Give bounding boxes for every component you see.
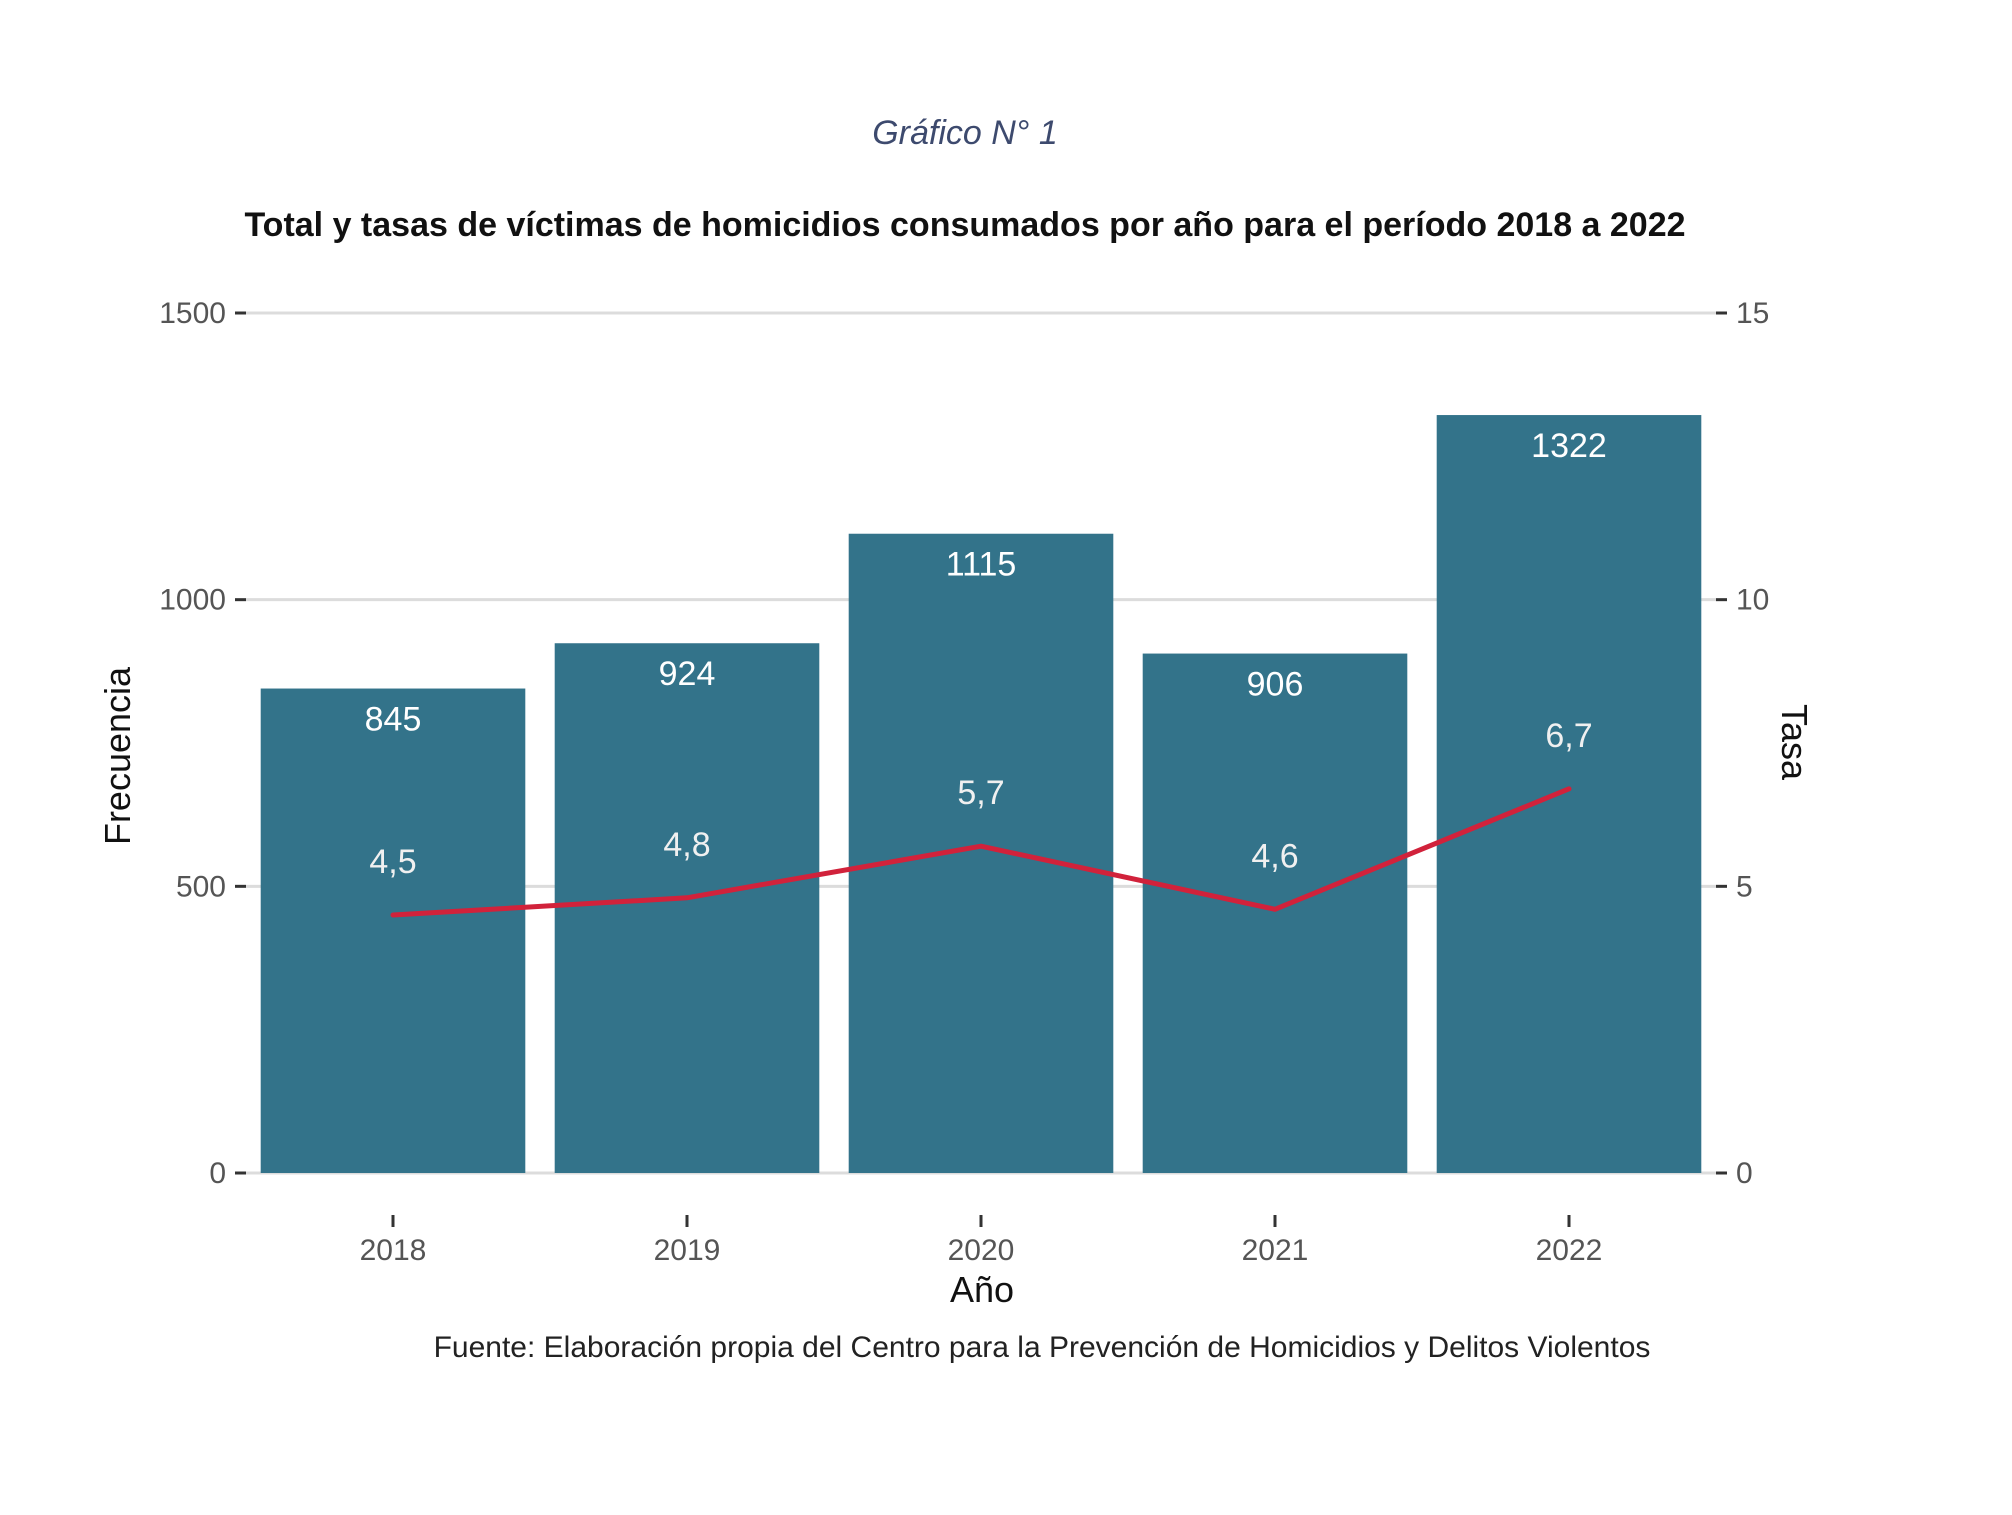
rate-label-2018: 4,5 <box>369 843 416 881</box>
y-tick-label-1000: 1000 <box>159 584 226 617</box>
rate-label-2019: 4,8 <box>663 826 710 864</box>
y-tick-label-500: 500 <box>176 870 226 903</box>
bar-2021 <box>1142 653 1408 1173</box>
source-note: Fuente: Elaboración propia del Centro pa… <box>434 1331 1651 1364</box>
chart-subtitle: Gráfico N° 1 <box>872 114 1058 152</box>
x-tick-label-2019: 2019 <box>654 1234 721 1267</box>
y-tick-label-1500: 1500 <box>159 297 226 330</box>
bar-value-label-2018: 845 <box>365 701 422 739</box>
x-axis-title: Año <box>950 1269 1014 1310</box>
rate-line <box>390 786 1572 918</box>
bar-value-label-2019: 924 <box>659 655 716 693</box>
bar-value-label-2022: 1322 <box>1531 427 1607 465</box>
x-tick-label-2021: 2021 <box>1242 1234 1309 1267</box>
data-labels: 845 924 1115 906 1322 4,5 4,8 5,7 4,6 6,7 <box>365 427 1607 881</box>
y-axis-title: Frecuencia <box>97 666 138 845</box>
y2-tick-label-0: 0 <box>1736 1157 1753 1190</box>
x-tick-label-2020: 2020 <box>948 1234 1015 1267</box>
rate-label-2021: 4,6 <box>1251 837 1298 875</box>
bar-2022 <box>1436 415 1702 1173</box>
bar-value-label-2021: 906 <box>1247 666 1304 704</box>
bar-2019 <box>554 643 820 1173</box>
bars <box>260 415 1702 1173</box>
y-tick-label-0: 0 <box>209 1157 226 1190</box>
rate-line-group <box>390 786 1572 918</box>
rate-label-2020: 5,7 <box>957 774 1004 812</box>
y2-tick-label-10: 10 <box>1736 584 1769 617</box>
x-tick-label-2018: 2018 <box>360 1234 427 1267</box>
axes: 0 500 1000 1500 0 5 10 15 2018 2019 2020 2021 2022 <box>159 297 1769 1267</box>
y2-tick-label-5: 5 <box>1736 870 1753 903</box>
y2-tick-label-15: 15 <box>1736 297 1769 330</box>
bar-2018 <box>260 688 526 1173</box>
y2-axis-title: Tasa <box>1774 704 1815 781</box>
rate-label-2022: 6,7 <box>1545 717 1592 755</box>
chart-title: Total y tasas de víctimas de homicidios … <box>244 206 1685 244</box>
bar-value-label-2020: 1115 <box>946 546 1017 584</box>
x-tick-label-2022: 2022 <box>1536 1234 1603 1267</box>
bar-2020 <box>848 533 1114 1173</box>
